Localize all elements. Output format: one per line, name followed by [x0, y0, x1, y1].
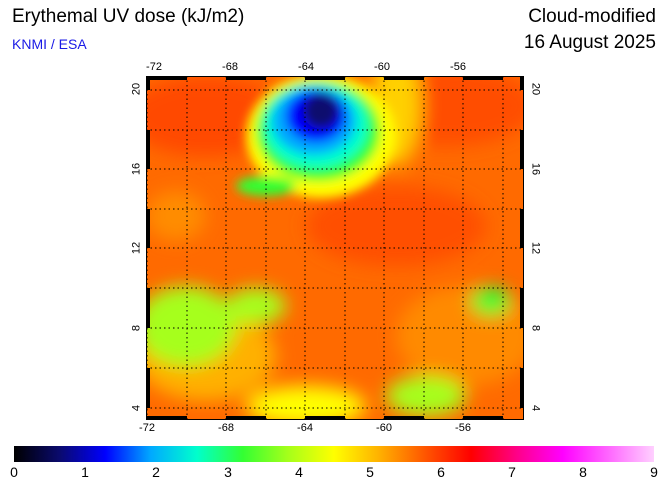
lon-tick-top: -64	[298, 61, 314, 73]
colorbar-label: 6	[437, 464, 445, 480]
uv-dose-map	[146, 76, 524, 420]
lat-lon-grid	[146, 76, 524, 420]
low-uv-area	[236, 76, 396, 198]
colorbar-label: 7	[508, 464, 516, 480]
lat-tick-left: 8	[130, 324, 143, 332]
lon-tick-top: -72	[146, 61, 162, 73]
map-frame-marks	[146, 76, 524, 420]
date-label: 16 August 2025	[523, 32, 656, 53]
lon-tick-bottom: -60	[376, 422, 392, 434]
colorbar-label: 9	[650, 464, 658, 480]
lat-tick-right: 20	[529, 82, 542, 96]
lon-tick-top: -68	[222, 61, 238, 73]
lat-tick-left: 4	[130, 404, 143, 412]
lon-tick-bottom: -68	[218, 422, 234, 434]
uv-field	[146, 76, 524, 420]
lon-tick-top: -56	[450, 61, 466, 73]
colorbar-label: 5	[366, 464, 374, 480]
source-label: KNMI / ESA	[12, 36, 87, 52]
lon-tick-bottom: -72	[139, 422, 155, 434]
colorbar-label: 2	[152, 464, 160, 480]
chart-title: Erythemal UV dose (kJ/m2)	[12, 6, 245, 27]
colorbar-label: 0	[10, 464, 18, 480]
colorbar	[14, 446, 654, 462]
product-label: Cloud-modified	[528, 6, 656, 27]
lat-tick-right: 16	[529, 162, 542, 176]
lon-tick-bottom: -56	[455, 422, 471, 434]
lat-tick-right: 8	[529, 324, 542, 332]
lat-tick-right: 12	[529, 241, 542, 255]
lat-tick-left: 16	[130, 162, 143, 176]
colorbar-label: 1	[81, 464, 89, 480]
lon-tick-top: -60	[374, 61, 390, 73]
lat-tick-left: 12	[130, 241, 143, 255]
uv-field-regions	[146, 76, 524, 420]
colorbar-label: 3	[224, 464, 232, 480]
lat-tick-right: 4	[529, 404, 542, 412]
lon-tick-bottom: -64	[297, 422, 313, 434]
lat-tick-left: 20	[130, 82, 143, 96]
colorbar-label: 8	[579, 464, 587, 480]
colorbar-label: 4	[295, 464, 303, 480]
